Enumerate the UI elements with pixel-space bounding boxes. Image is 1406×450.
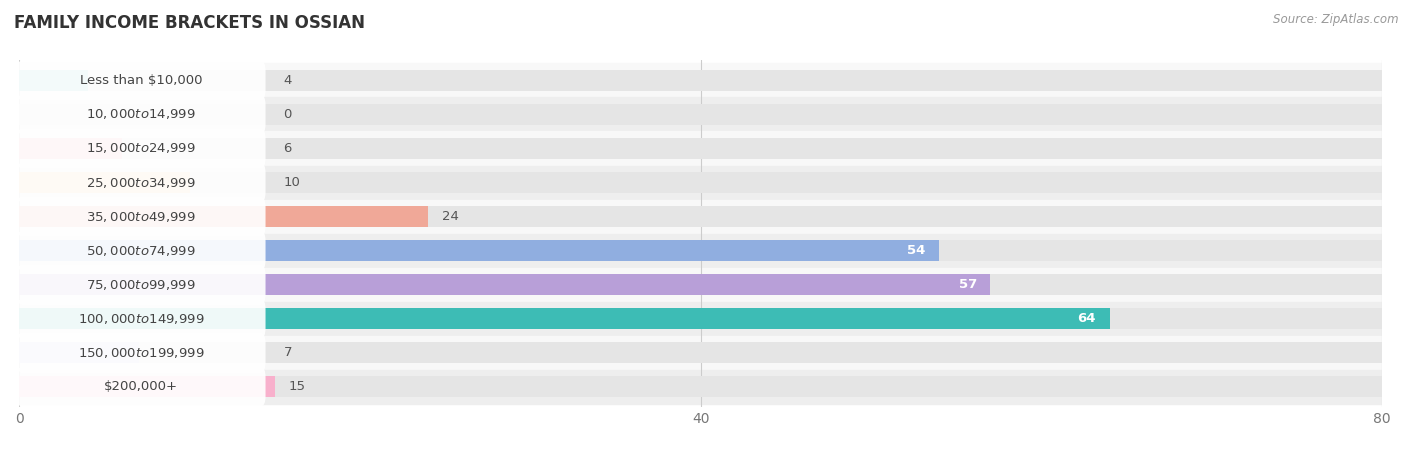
- Text: $150,000 to $199,999: $150,000 to $199,999: [77, 346, 204, 360]
- FancyBboxPatch shape: [17, 129, 266, 168]
- FancyBboxPatch shape: [17, 367, 266, 406]
- FancyBboxPatch shape: [17, 197, 266, 236]
- Text: $15,000 to $24,999: $15,000 to $24,999: [86, 141, 195, 156]
- Text: 15: 15: [288, 380, 305, 393]
- Bar: [20, 336, 1382, 370]
- Bar: [20, 240, 1382, 261]
- Bar: [20, 172, 1382, 193]
- Text: 57: 57: [959, 278, 977, 291]
- Text: 7: 7: [284, 346, 292, 359]
- Bar: [20, 240, 939, 261]
- Bar: [20, 370, 1382, 404]
- FancyBboxPatch shape: [17, 333, 266, 373]
- Bar: [20, 268, 1382, 302]
- Bar: [20, 274, 990, 295]
- Bar: [20, 172, 190, 193]
- Text: 64: 64: [1077, 312, 1097, 325]
- Bar: [20, 302, 1382, 336]
- Text: $200,000+: $200,000+: [104, 380, 179, 393]
- Text: $25,000 to $34,999: $25,000 to $34,999: [86, 176, 195, 189]
- Bar: [20, 138, 1382, 159]
- Bar: [20, 206, 1382, 227]
- Bar: [20, 376, 1382, 397]
- Text: 0: 0: [284, 108, 292, 121]
- Bar: [20, 98, 1382, 131]
- FancyBboxPatch shape: [17, 299, 266, 338]
- Bar: [20, 234, 1382, 268]
- FancyBboxPatch shape: [17, 265, 266, 304]
- Bar: [20, 342, 1382, 363]
- FancyBboxPatch shape: [17, 231, 266, 270]
- Text: 10: 10: [284, 176, 301, 189]
- Bar: [20, 166, 1382, 199]
- Bar: [20, 104, 1382, 125]
- Bar: [20, 131, 1382, 166]
- Bar: [20, 308, 1382, 329]
- Bar: [20, 138, 121, 159]
- Text: 6: 6: [284, 142, 292, 155]
- Bar: [20, 199, 1382, 234]
- Bar: [20, 206, 429, 227]
- FancyBboxPatch shape: [17, 94, 266, 134]
- Bar: [20, 274, 1382, 295]
- Text: $50,000 to $74,999: $50,000 to $74,999: [86, 243, 195, 257]
- Text: Less than $10,000: Less than $10,000: [80, 74, 202, 87]
- Bar: [20, 70, 87, 91]
- Bar: [20, 308, 1109, 329]
- Bar: [20, 63, 1382, 98]
- Text: Source: ZipAtlas.com: Source: ZipAtlas.com: [1274, 14, 1399, 27]
- Text: FAMILY INCOME BRACKETS IN OSSIAN: FAMILY INCOME BRACKETS IN OSSIAN: [14, 14, 366, 32]
- Bar: [20, 376, 276, 397]
- Text: $100,000 to $149,999: $100,000 to $149,999: [77, 312, 204, 326]
- FancyBboxPatch shape: [17, 163, 266, 202]
- Bar: [20, 342, 139, 363]
- Text: 4: 4: [284, 74, 292, 87]
- Text: $35,000 to $49,999: $35,000 to $49,999: [86, 210, 195, 224]
- Text: $75,000 to $99,999: $75,000 to $99,999: [86, 278, 195, 292]
- FancyBboxPatch shape: [17, 61, 266, 100]
- Bar: [20, 70, 1382, 91]
- Text: 54: 54: [907, 244, 925, 257]
- Text: $10,000 to $14,999: $10,000 to $14,999: [86, 108, 195, 122]
- Text: 24: 24: [441, 210, 458, 223]
